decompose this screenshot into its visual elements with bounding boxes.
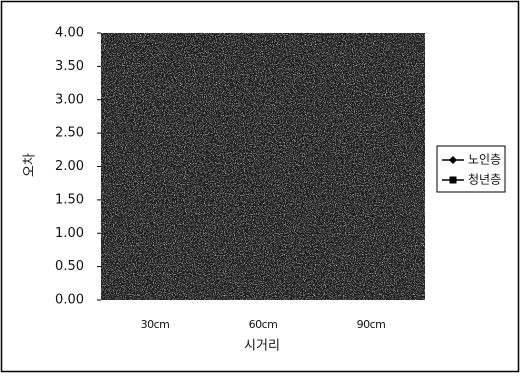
x-tick-label: 30cm — [141, 318, 170, 331]
y-tick-label: 3.50 — [55, 59, 84, 74]
y-tick-label: 0.00 — [55, 293, 84, 308]
y-tick-label: 3.00 — [55, 92, 84, 107]
y-tick-label: 4.00 — [55, 26, 84, 41]
y-tick-label: 1.00 — [55, 226, 84, 241]
plot-area — [101, 33, 425, 300]
y-tick-label: 1.50 — [55, 192, 84, 207]
x-axis-label: 시거리 — [244, 339, 280, 354]
legend-marker — [449, 156, 457, 164]
y-tick-label: 0.50 — [55, 259, 84, 274]
y-tick-label: 2.50 — [55, 126, 84, 141]
legend-label: 노인층 — [468, 153, 501, 167]
legend-box — [436, 145, 506, 193]
y-tick-label: 2.00 — [55, 159, 84, 174]
x-tick-label: 90cm — [357, 318, 386, 331]
y-axis-label: 오차 — [23, 153, 38, 177]
legend-marker — [449, 176, 457, 184]
legend-label: 청년층 — [468, 173, 501, 187]
x-tick-label: 60cm — [249, 318, 278, 331]
